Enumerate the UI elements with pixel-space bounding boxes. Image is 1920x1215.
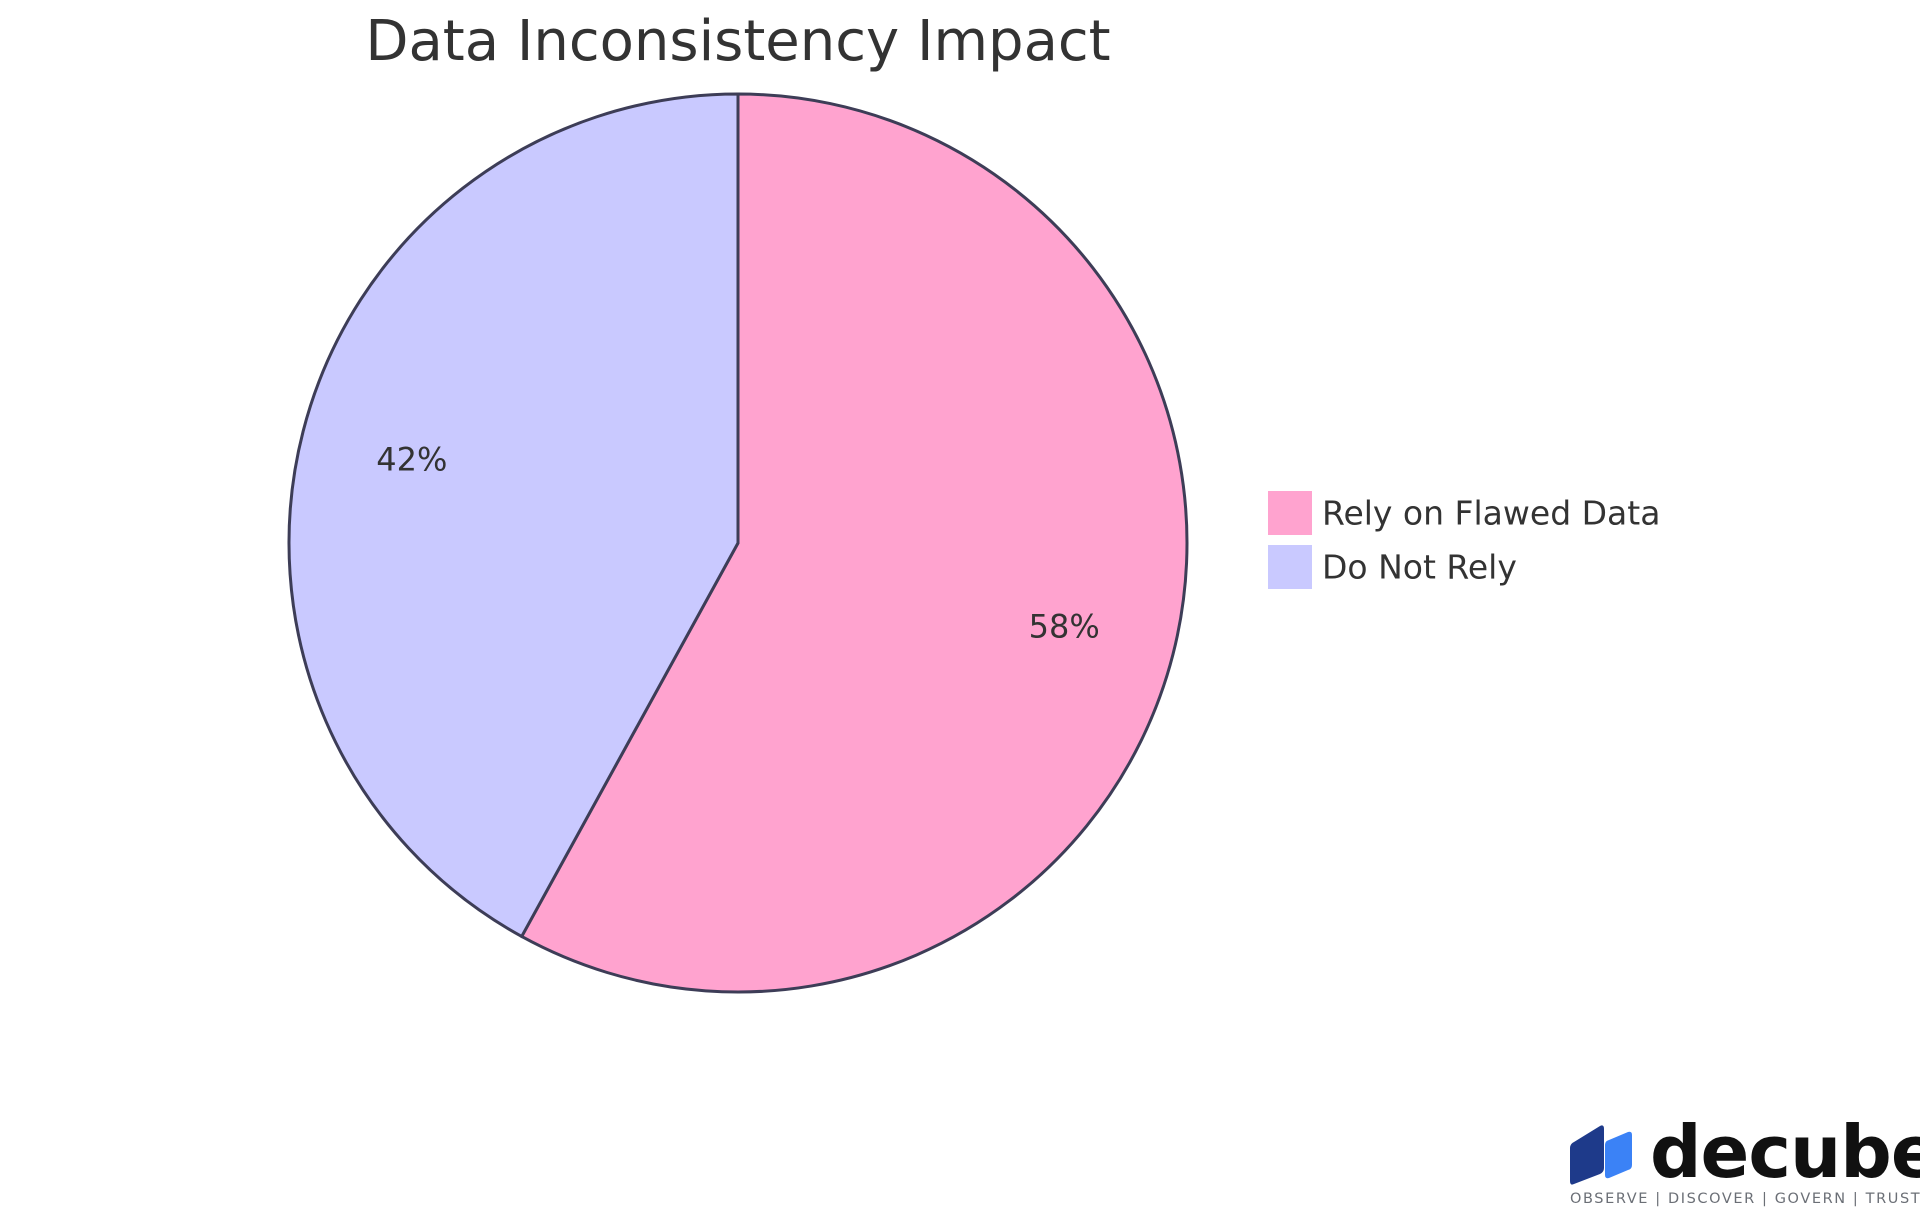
legend-label-0: Rely on Flawed Data [1322, 494, 1660, 533]
brand-name: decube [1650, 1110, 1920, 1194]
legend-label-1: Do Not Rely [1322, 548, 1517, 587]
slice-label-0: 58% [1029, 608, 1100, 646]
legend: Rely on Flawed Data Do Not Rely [1268, 491, 1660, 589]
pie: 58% 42% [287, 92, 1189, 994]
legend-swatch-1 [1268, 545, 1312, 589]
slice-label-1: 42% [376, 440, 447, 478]
pie-slice-1 [287, 92, 740, 939]
brand-logo: decube OBSERVE | DISCOVER | GOVERN | TRU… [1570, 1110, 1920, 1207]
brand-tagline: OBSERVE | DISCOVER | GOVERN | TRUST [1570, 1191, 1920, 1207]
cube-logo-icon [1570, 1125, 1632, 1185]
pie-slice-0 [519, 92, 1189, 994]
chart-title: Data Inconsistency Impact [365, 9, 1110, 74]
legend-swatch-0 [1268, 491, 1312, 535]
